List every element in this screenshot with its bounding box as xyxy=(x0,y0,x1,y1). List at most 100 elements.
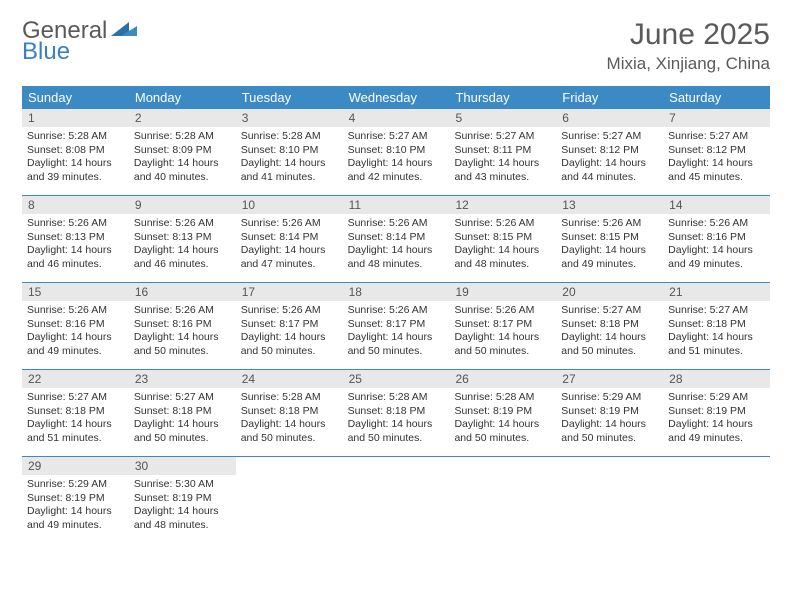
daylight-line: Daylight: 14 hours and 50 minutes. xyxy=(134,418,231,445)
sunset-line: Sunset: 8:17 PM xyxy=(348,318,445,332)
day-body: Sunrise: 5:27 AMSunset: 8:18 PMDaylight:… xyxy=(663,301,770,364)
day-body: Sunrise: 5:26 AMSunset: 8:14 PMDaylight:… xyxy=(236,214,343,277)
daylight-line: Daylight: 14 hours and 39 minutes. xyxy=(27,157,124,184)
daylight-line: Daylight: 14 hours and 48 minutes. xyxy=(348,244,445,271)
daylight-line: Daylight: 14 hours and 46 minutes. xyxy=(134,244,231,271)
day-cell: 21Sunrise: 5:27 AMSunset: 8:18 PMDayligh… xyxy=(663,283,770,369)
day-number: 13 xyxy=(556,196,663,214)
daylight-line: Daylight: 14 hours and 44 minutes. xyxy=(561,157,658,184)
day-number: 7 xyxy=(663,109,770,127)
sunset-line: Sunset: 8:18 PM xyxy=(27,405,124,419)
daylight-line: Daylight: 14 hours and 41 minutes. xyxy=(241,157,338,184)
day-number: 14 xyxy=(663,196,770,214)
day-cell: 14Sunrise: 5:26 AMSunset: 8:16 PMDayligh… xyxy=(663,196,770,282)
sunset-line: Sunset: 8:19 PM xyxy=(561,405,658,419)
daylight-line: Daylight: 14 hours and 49 minutes. xyxy=(27,331,124,358)
day-cell: 9Sunrise: 5:26 AMSunset: 8:13 PMDaylight… xyxy=(129,196,236,282)
day-body: Sunrise: 5:26 AMSunset: 8:14 PMDaylight:… xyxy=(343,214,450,277)
day-body: Sunrise: 5:28 AMSunset: 8:09 PMDaylight:… xyxy=(129,127,236,190)
day-body: Sunrise: 5:26 AMSunset: 8:13 PMDaylight:… xyxy=(129,214,236,277)
day-number: 20 xyxy=(556,283,663,301)
sunrise-line: Sunrise: 5:28 AM xyxy=(241,391,338,405)
day-body: Sunrise: 5:26 AMSunset: 8:16 PMDaylight:… xyxy=(22,301,129,364)
day-cell: 15Sunrise: 5:26 AMSunset: 8:16 PMDayligh… xyxy=(22,283,129,369)
day-number: 6 xyxy=(556,109,663,127)
day-cell: 30Sunrise: 5:30 AMSunset: 8:19 PMDayligh… xyxy=(129,457,236,543)
day-number: 4 xyxy=(343,109,450,127)
sunset-line: Sunset: 8:10 PM xyxy=(348,144,445,158)
day-body: Sunrise: 5:27 AMSunset: 8:10 PMDaylight:… xyxy=(343,127,450,190)
sunrise-line: Sunrise: 5:26 AM xyxy=(27,304,124,318)
sunrise-line: Sunrise: 5:27 AM xyxy=(454,130,551,144)
day-body: Sunrise: 5:26 AMSunset: 8:16 PMDaylight:… xyxy=(663,214,770,277)
day-body: Sunrise: 5:26 AMSunset: 8:17 PMDaylight:… xyxy=(343,301,450,364)
day-body: Sunrise: 5:27 AMSunset: 8:18 PMDaylight:… xyxy=(129,388,236,451)
sunrise-line: Sunrise: 5:28 AM xyxy=(348,391,445,405)
title-block: June 2025 Mixia, Xinjiang, China xyxy=(607,18,770,74)
sunrise-line: Sunrise: 5:26 AM xyxy=(454,217,551,231)
sunrise-line: Sunrise: 5:27 AM xyxy=(348,130,445,144)
day-number: 8 xyxy=(22,196,129,214)
sunset-line: Sunset: 8:19 PM xyxy=(454,405,551,419)
sunset-line: Sunset: 8:14 PM xyxy=(241,231,338,245)
empty-day xyxy=(449,457,556,543)
sunrise-line: Sunrise: 5:29 AM xyxy=(27,478,124,492)
sunset-line: Sunset: 8:19 PM xyxy=(134,492,231,506)
day-number: 28 xyxy=(663,370,770,388)
sunrise-line: Sunrise: 5:29 AM xyxy=(668,391,765,405)
day-cell: 4Sunrise: 5:27 AMSunset: 8:10 PMDaylight… xyxy=(343,109,450,195)
sunset-line: Sunset: 8:13 PM xyxy=(27,231,124,245)
daylight-line: Daylight: 14 hours and 50 minutes. xyxy=(241,418,338,445)
day-cell: 10Sunrise: 5:26 AMSunset: 8:14 PMDayligh… xyxy=(236,196,343,282)
sunset-line: Sunset: 8:10 PM xyxy=(241,144,338,158)
daylight-line: Daylight: 14 hours and 50 minutes. xyxy=(454,331,551,358)
day-body: Sunrise: 5:30 AMSunset: 8:19 PMDaylight:… xyxy=(129,475,236,538)
calendar: Sunday Monday Tuesday Wednesday Thursday… xyxy=(22,86,770,543)
day-body: Sunrise: 5:27 AMSunset: 8:12 PMDaylight:… xyxy=(663,127,770,190)
day-number: 21 xyxy=(663,283,770,301)
daylight-line: Daylight: 14 hours and 45 minutes. xyxy=(668,157,765,184)
day-cell: 7Sunrise: 5:27 AMSunset: 8:12 PMDaylight… xyxy=(663,109,770,195)
sunset-line: Sunset: 8:15 PM xyxy=(454,231,551,245)
day-number: 17 xyxy=(236,283,343,301)
day-number: 15 xyxy=(22,283,129,301)
sunrise-line: Sunrise: 5:26 AM xyxy=(134,304,231,318)
daylight-line: Daylight: 14 hours and 50 minutes. xyxy=(348,331,445,358)
day-body: Sunrise: 5:27 AMSunset: 8:18 PMDaylight:… xyxy=(22,388,129,451)
sunset-line: Sunset: 8:19 PM xyxy=(27,492,124,506)
empty-day xyxy=(556,457,663,543)
day-number: 26 xyxy=(449,370,556,388)
day-number: 19 xyxy=(449,283,556,301)
sunset-line: Sunset: 8:18 PM xyxy=(134,405,231,419)
day-number: 29 xyxy=(22,457,129,475)
sunrise-line: Sunrise: 5:29 AM xyxy=(561,391,658,405)
day-cell: 26Sunrise: 5:28 AMSunset: 8:19 PMDayligh… xyxy=(449,370,556,456)
sunrise-line: Sunrise: 5:26 AM xyxy=(668,217,765,231)
location-text: Mixia, Xinjiang, China xyxy=(607,54,770,74)
day-cell: 18Sunrise: 5:26 AMSunset: 8:17 PMDayligh… xyxy=(343,283,450,369)
daylight-line: Daylight: 14 hours and 49 minutes. xyxy=(561,244,658,271)
daylight-line: Daylight: 14 hours and 49 minutes. xyxy=(27,505,124,532)
daylight-line: Daylight: 14 hours and 48 minutes. xyxy=(134,505,231,532)
day-of-week-header: Sunday Monday Tuesday Wednesday Thursday… xyxy=(22,86,770,109)
day-number: 1 xyxy=(22,109,129,127)
sunrise-line: Sunrise: 5:26 AM xyxy=(134,217,231,231)
sunset-line: Sunset: 8:18 PM xyxy=(348,405,445,419)
sunrise-line: Sunrise: 5:27 AM xyxy=(561,304,658,318)
daylight-line: Daylight: 14 hours and 51 minutes. xyxy=(27,418,124,445)
sunset-line: Sunset: 8:11 PM xyxy=(454,144,551,158)
day-body: Sunrise: 5:29 AMSunset: 8:19 PMDaylight:… xyxy=(663,388,770,451)
day-body: Sunrise: 5:27 AMSunset: 8:12 PMDaylight:… xyxy=(556,127,663,190)
day-cell: 8Sunrise: 5:26 AMSunset: 8:13 PMDaylight… xyxy=(22,196,129,282)
day-cell: 12Sunrise: 5:26 AMSunset: 8:15 PMDayligh… xyxy=(449,196,556,282)
day-cell: 3Sunrise: 5:28 AMSunset: 8:10 PMDaylight… xyxy=(236,109,343,195)
sunrise-line: Sunrise: 5:27 AM xyxy=(668,130,765,144)
day-number: 12 xyxy=(449,196,556,214)
day-number: 22 xyxy=(22,370,129,388)
daylight-line: Daylight: 14 hours and 46 minutes. xyxy=(27,244,124,271)
sunset-line: Sunset: 8:17 PM xyxy=(241,318,338,332)
sunset-line: Sunset: 8:13 PM xyxy=(134,231,231,245)
sunset-line: Sunset: 8:16 PM xyxy=(134,318,231,332)
day-cell: 19Sunrise: 5:26 AMSunset: 8:17 PMDayligh… xyxy=(449,283,556,369)
week-row: 15Sunrise: 5:26 AMSunset: 8:16 PMDayligh… xyxy=(22,282,770,369)
